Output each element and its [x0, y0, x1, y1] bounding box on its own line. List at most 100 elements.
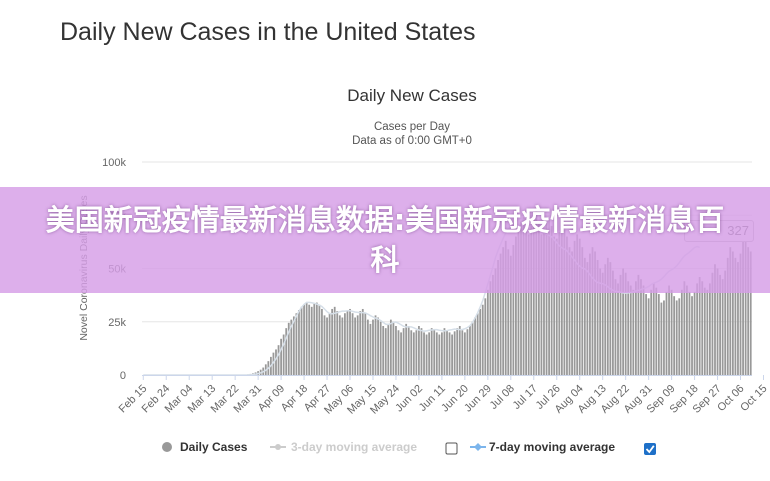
bar: [683, 281, 686, 375]
bar: [629, 285, 632, 375]
x-tick-label: Jul 08: [488, 383, 517, 412]
bar: [612, 270, 614, 375]
bar: [446, 330, 448, 375]
watermark-text: 美国新冠疫情最新消息数据:美国新冠疫情最新消息百科: [45, 203, 725, 277]
bar: [525, 225, 528, 375]
bar: [543, 230, 545, 375]
bar: [341, 317, 344, 375]
legend-item-ma3[interactable]: 3-day moving average: [270, 440, 417, 454]
bar: [425, 334, 428, 375]
bar: [706, 289, 709, 375]
bar: [430, 328, 433, 375]
bar: [675, 300, 678, 375]
bar: [463, 332, 466, 375]
bar: [601, 272, 604, 375]
bar: [739, 253, 742, 375]
bar: [578, 238, 581, 375]
bar: [412, 332, 415, 375]
bar: [369, 323, 372, 375]
bar: [693, 291, 696, 375]
bar: [532, 215, 535, 375]
bar: [731, 251, 734, 375]
bar: [591, 247, 594, 375]
bar: [665, 291, 668, 375]
bar: [555, 238, 558, 375]
bar: [287, 322, 290, 375]
bar: [418, 326, 420, 375]
bar: [338, 315, 341, 375]
bar: [400, 332, 402, 375]
bar: [336, 311, 339, 375]
bar: [530, 223, 533, 375]
bar: [721, 279, 724, 375]
legend-label: 3-day moving average: [291, 440, 417, 454]
bar: [476, 313, 479, 375]
bar: [356, 315, 359, 375]
y-tick-label: 25k: [108, 317, 126, 329]
bar: [384, 328, 387, 375]
ma7-marker-icon: [474, 443, 482, 451]
bar: [389, 319, 392, 375]
bar: [657, 294, 660, 375]
bar: [481, 304, 484, 375]
bar: [655, 287, 658, 375]
bar: [640, 279, 642, 375]
bar: [382, 326, 385, 375]
bar: [604, 264, 607, 375]
legend-item-ma7[interactable]: 7-day moving average: [470, 440, 615, 454]
bar: [318, 304, 321, 375]
bar: [474, 317, 476, 375]
bar: [573, 240, 576, 375]
y-tick-label: 0: [120, 370, 126, 382]
bar: [377, 317, 379, 375]
bar: [563, 230, 566, 375]
bar: [614, 279, 617, 375]
watermark-banner: 美国新冠疫情最新消息数据:美国新冠疫情最新消息百科: [0, 187, 770, 293]
bar: [560, 225, 563, 375]
bar: [448, 332, 451, 375]
bar: [499, 253, 502, 375]
legend-item-daily-cases[interactable]: Daily Cases: [162, 440, 248, 454]
bar: [349, 308, 351, 375]
bar: [451, 334, 453, 375]
bar: [714, 264, 716, 375]
ma7-checkbox[interactable]: [644, 443, 656, 455]
bar: [405, 323, 408, 375]
bar: [647, 298, 650, 375]
bar: [624, 272, 627, 375]
bar: [374, 315, 377, 375]
bar: [435, 332, 438, 375]
bar: [443, 328, 446, 375]
bar: [742, 240, 744, 375]
bar: [729, 247, 732, 375]
chart-subtitle: Cases per Day: [374, 121, 450, 133]
page-title: Daily New Cases in the United States: [60, 18, 476, 46]
bar: [571, 251, 573, 375]
ma3-checkbox[interactable]: [445, 442, 458, 455]
bar: [537, 223, 540, 375]
bar: [331, 308, 334, 375]
bar: [637, 274, 640, 375]
bar: [305, 302, 308, 375]
bar: [517, 230, 520, 375]
bar: [737, 262, 739, 375]
bar: [292, 316, 295, 375]
bar: [392, 321, 395, 375]
bar: [719, 274, 721, 375]
bar: [471, 321, 474, 375]
x-tick-label: Jul 17: [511, 383, 540, 412]
bar: [553, 236, 556, 375]
bar: [428, 332, 431, 375]
bar: [596, 259, 599, 375]
bar: [461, 330, 464, 375]
bar: [724, 270, 727, 375]
bar: [479, 308, 482, 375]
bar: [494, 268, 497, 375]
legend-label: Daily Cases: [180, 440, 248, 454]
bar: [507, 249, 510, 375]
bar: [645, 294, 647, 375]
bar: [734, 257, 737, 375]
bar: [372, 319, 374, 375]
bar: [589, 253, 591, 375]
bar: [708, 283, 711, 375]
